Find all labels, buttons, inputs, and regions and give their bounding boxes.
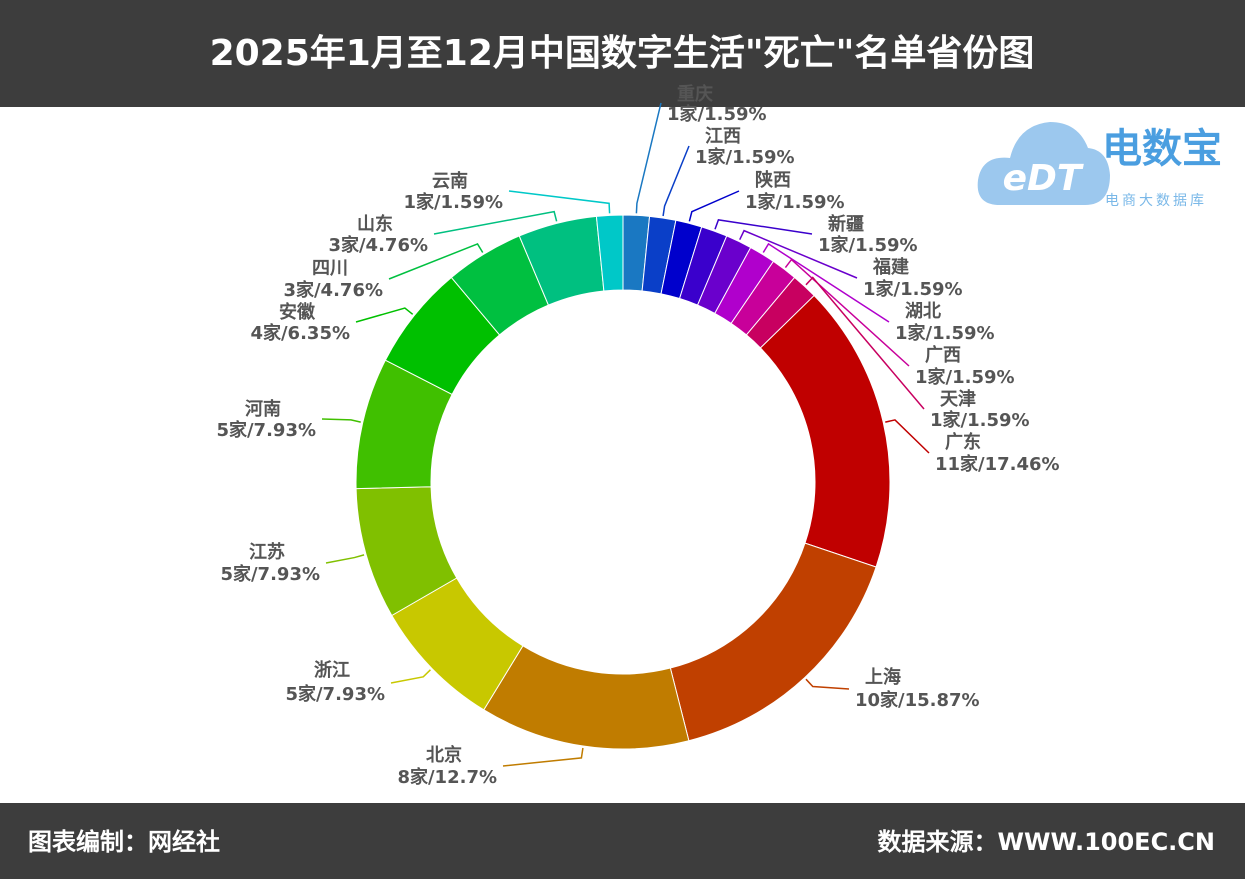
donut-slice: [669, 542, 877, 742]
leader-line: [762, 242, 890, 323]
slice-name: 广东: [945, 431, 981, 453]
donut-slice: [595, 214, 624, 292]
slice-value-label: 1家/1.59%: [930, 409, 1030, 431]
slice-name: 江苏: [249, 541, 285, 563]
slice-name: 新疆: [828, 213, 864, 235]
leader-line: [502, 747, 584, 767]
leader-line: [388, 243, 484, 280]
donut-slice: [483, 645, 690, 750]
slice-name: 云南: [432, 170, 468, 192]
leader-line: [739, 229, 858, 279]
slice-name: 天津: [940, 388, 976, 410]
donut-slice: [759, 294, 891, 568]
logo-mark: eDT: [1003, 158, 1084, 199]
slice-value-label: 3家/4.76%: [328, 234, 428, 256]
slice-value-label: 3家/4.76%: [283, 279, 383, 301]
slice-value-label: 1家/1.59%: [818, 234, 918, 256]
title-bar: [0, 0, 1245, 107]
slice-name: 江西: [705, 126, 741, 147]
slice-name: 重庆: [677, 83, 713, 105]
leader-line: [784, 258, 910, 367]
slice-name: 福建: [872, 256, 909, 278]
logo-cloud: [977, 122, 1110, 205]
slice-value-label: 1家/1.59%: [403, 191, 503, 213]
slice-value-label: 5家/7.93%: [216, 419, 316, 441]
leader-line: [662, 145, 690, 217]
slice-value-label: 1家/1.59%: [667, 103, 767, 125]
slice-value-label: 1家/1.59%: [863, 278, 963, 300]
slice-value-label: 1家/1.59%: [915, 366, 1015, 388]
slice-name: 上海: [865, 666, 901, 688]
slice-value-label: 10家/15.87%: [855, 689, 980, 711]
slice-name: 四川: [312, 258, 348, 279]
slice-name: 山东: [357, 213, 393, 235]
footer-left: 图表编制：网经社: [28, 828, 220, 856]
slice-name: 陕西: [755, 169, 791, 191]
slice-value-label: 5家/7.93%: [285, 683, 385, 705]
slice-value-label: 1家/1.59%: [895, 322, 995, 344]
footer-right: 数据来源：WWW.100EC.CN: [878, 828, 1216, 856]
chart-title: 2025年1月至12月中国数字生活"死亡"名单省份图: [210, 33, 1035, 74]
slice-name: 北京: [426, 744, 462, 766]
slice-value-label: 1家/1.59%: [745, 191, 845, 213]
leader-line: [805, 678, 850, 690]
leader-line: [508, 190, 611, 214]
leader-line: [321, 418, 361, 423]
footer-bar: [0, 803, 1245, 879]
leader-line: [635, 102, 662, 214]
slice-value-label: 11家/17.46%: [935, 453, 1060, 475]
leader-line: [325, 554, 365, 564]
leader-line: [714, 218, 813, 235]
slice-name: 安徽: [279, 301, 316, 323]
logo-name: 电数宝: [1102, 126, 1222, 172]
slice-name: 广西: [925, 344, 961, 366]
slice-name: 湖北: [905, 301, 941, 322]
leader-line: [885, 419, 930, 454]
slice-value-label: 4家/6.35%: [250, 322, 350, 344]
slice-value-label: 8家/12.7%: [397, 766, 497, 788]
leader-line: [688, 190, 740, 222]
slice-value-label: 5家/7.93%: [220, 563, 320, 585]
slice-name: 河南: [245, 398, 281, 420]
slice-name: 浙江: [314, 659, 350, 681]
logo-subtitle: 电商大数据库: [1105, 193, 1207, 209]
leader-line: [805, 276, 925, 410]
slice-value-label: 1家/1.59%: [695, 146, 795, 168]
logo: eDT 电数宝 电商大数据库: [977, 122, 1222, 209]
leader-line: [355, 307, 414, 323]
leader-line: [433, 210, 558, 235]
leader-line: [390, 669, 431, 684]
